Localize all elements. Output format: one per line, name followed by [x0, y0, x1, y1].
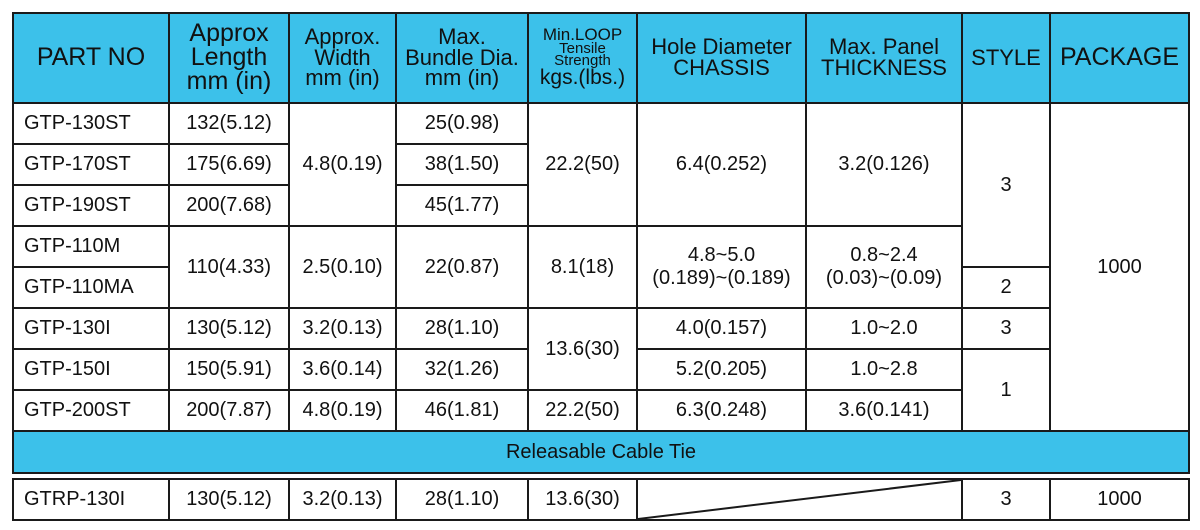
style-cell: 2	[961, 266, 1051, 309]
table-row: GTP-170ST 175(6.69) 38(1.50)	[12, 143, 1189, 186]
panel-cell: 3.6(0.141)	[805, 389, 963, 432]
panel-cell: 1.0~2.8	[805, 348, 963, 391]
width-cell: 3.2(0.13)	[288, 307, 397, 350]
panel-cell: 1.0~2.0	[805, 307, 963, 350]
header-width: Approx. Width mm (in)	[288, 12, 397, 104]
tensile-cell: 8.1(18)	[527, 225, 638, 309]
width-cell: 4.8(0.19)	[288, 102, 397, 227]
hole-cell: 4.8~5.0 (0.189)~(0.189)	[636, 225, 807, 309]
part-cell: GTP-110M	[12, 225, 170, 268]
table-row: GTP-130ST 132(5.12) 4.8(0.19) 25(0.98) 2…	[12, 102, 1190, 432]
not-applicable-cell	[636, 478, 963, 521]
tensile-cell: 13.6(30)	[527, 478, 638, 521]
header-package: PACKAGE	[1049, 12, 1190, 104]
bundle-cell: 28(1.10)	[395, 307, 529, 350]
panel-range-in: (0.03)~(0.09)	[825, 267, 943, 289]
header-panel: Max. Panel THICKNESS	[805, 12, 963, 104]
width-cell: 2.5(0.10)	[288, 225, 397, 309]
bundle-cell: 46(1.81)	[395, 389, 529, 432]
part-cell: GTP-200ST	[12, 389, 170, 432]
length-cell: 150(5.91)	[168, 348, 290, 391]
package-cell: 1000	[1049, 102, 1190, 432]
length-cell: 175(6.69)	[168, 143, 290, 186]
table-row: GTP-110M 110(4.33) 2.5(0.10) 22(0.87) 8.…	[12, 225, 1189, 309]
bundle-cell: 38(1.50)	[395, 143, 529, 186]
bundle-cell: 32(1.26)	[395, 348, 529, 391]
hole-cell: 6.3(0.248)	[636, 389, 807, 432]
hole-cell: 4.0(0.157)	[636, 307, 807, 350]
length-cell: 130(5.12)	[168, 307, 290, 350]
header-length: Approx Length mm (in)	[168, 12, 290, 104]
length-cell: 132(5.12)	[168, 102, 290, 145]
part-cell: GTP-110MA	[12, 266, 170, 309]
panel-cell: 0.8~2.4 (0.03)~(0.09)	[805, 225, 963, 309]
width-cell: 3.2(0.13)	[288, 478, 397, 521]
tensile-cell: 22.2(50)	[527, 389, 638, 432]
part-cell: GTP-130ST	[12, 102, 170, 145]
header-hole: Hole Diameter CHASSIS	[636, 12, 807, 104]
section-row: Releasable Cable Tie	[12, 430, 1190, 474]
style-cell: 3	[961, 102, 1051, 268]
bundle-cell: 25(0.98)	[395, 102, 529, 145]
spacer-row	[13, 473, 1189, 479]
table-row-releasable: GTRP-130I 130(5.12) 3.2(0.13) 28(1.10) 1…	[12, 478, 1190, 521]
length-cell: 110(4.33)	[168, 225, 290, 309]
bundle-cell: 45(1.77)	[395, 184, 529, 227]
style-cell: 3	[961, 478, 1051, 521]
cable-tie-spec-table: PART NO Approx Length mm (in) Approx. Wi…	[12, 12, 1190, 521]
spec-table-container: PART NO Approx Length mm (in) Approx. Wi…	[12, 12, 1190, 521]
length-cell: 200(7.87)	[168, 389, 290, 432]
header-style: STYLE	[961, 12, 1051, 104]
hole-cell: 5.2(0.205)	[636, 348, 807, 391]
table-row: GTP-130I 130(5.12) 3.2(0.13) 28(1.10) 13…	[12, 307, 1189, 391]
part-cell: GTRP-130I	[12, 478, 170, 521]
part-cell: GTP-130I	[12, 307, 170, 350]
hole-range-mm: 4.8~5.0	[687, 244, 756, 266]
part-cell: GTP-150I	[12, 348, 170, 391]
style-cell: 3	[961, 307, 1051, 350]
table-row: GTP-150I 150(5.91) 3.6(0.14) 32(1.26) 5.…	[12, 348, 1189, 432]
diagonal-strike	[639, 481, 960, 518]
length-cell: 200(7.68)	[168, 184, 290, 227]
header-part-no: PART NO	[12, 12, 170, 104]
width-cell: 3.6(0.14)	[288, 348, 397, 391]
header-bundle: Max. Bundle Dia. mm (in)	[395, 12, 529, 104]
panel-cell: 3.2(0.126)	[805, 102, 963, 227]
section-title: Releasable Cable Tie	[12, 430, 1190, 474]
header-tensile: Min.LOOP Tensile Strength kgs.(lbs.)	[527, 12, 638, 104]
hole-range-in: (0.189)~(0.189)	[652, 267, 791, 289]
spacer	[13, 473, 1189, 479]
panel-range-mm: 0.8~2.4	[850, 244, 918, 266]
header-row: PART NO Approx Length mm (in) Approx. Wi…	[12, 12, 1190, 104]
part-cell: GTP-170ST	[12, 143, 170, 186]
table-row: GTP-110MA 2	[12, 266, 1189, 309]
table-row: GTP-190ST 200(7.68) 45(1.77)	[12, 184, 1189, 227]
bundle-cell: 22(0.87)	[395, 225, 529, 309]
part-cell: GTP-190ST	[12, 184, 170, 227]
table-row: GTP-200ST 200(7.87) 4.8(0.19) 46(1.81) 2…	[12, 389, 1189, 432]
package-cell: 1000	[1049, 478, 1190, 521]
width-cell: 4.8(0.19)	[288, 389, 397, 432]
bundle-cell: 28(1.10)	[395, 478, 529, 521]
hole-cell: 6.4(0.252)	[636, 102, 807, 227]
tensile-cell: 13.6(30)	[527, 307, 638, 391]
tensile-cell: 22.2(50)	[527, 102, 638, 227]
style-cell: 1	[961, 348, 1051, 432]
length-cell: 130(5.12)	[168, 478, 290, 521]
